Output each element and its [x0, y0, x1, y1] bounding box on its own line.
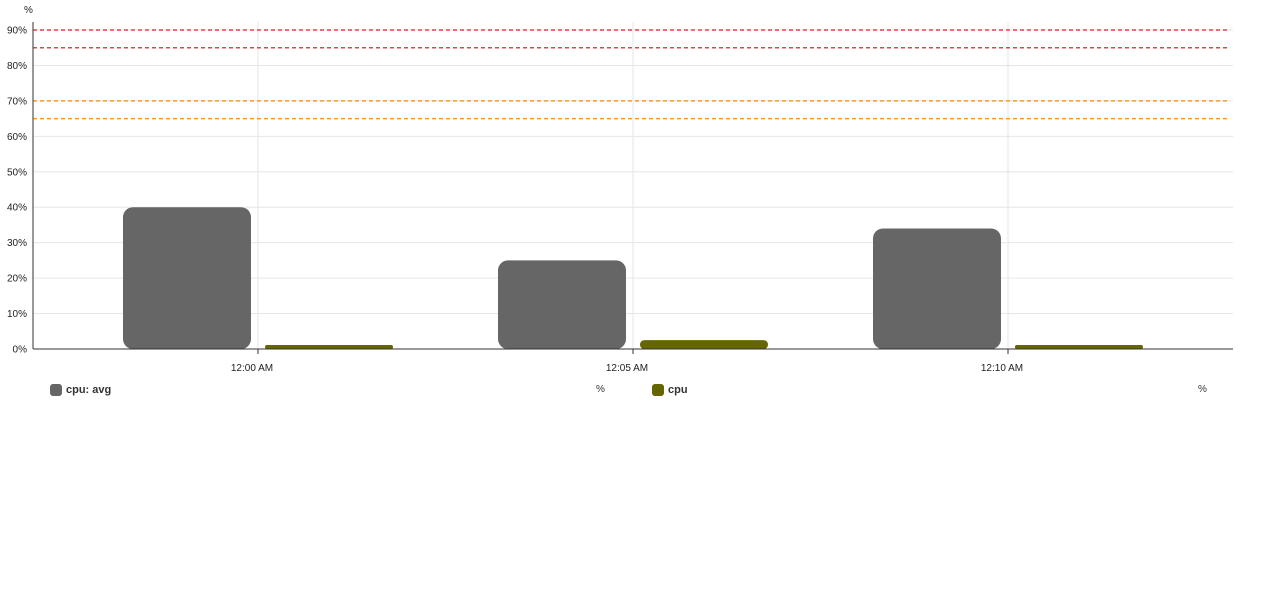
y-tick-label: 80%	[7, 61, 27, 72]
x-tick-label: 12:05 AM	[606, 363, 648, 374]
y-tick-label: 40%	[7, 203, 27, 214]
legend-label-cpu: cpu	[668, 384, 688, 396]
x-tick-label: 12:00 AM	[231, 363, 273, 374]
bar-cpu-avg	[498, 260, 626, 349]
legend-item-cpu-avg[interactable]: cpu: avg	[50, 382, 111, 398]
bar-cpu	[265, 345, 393, 349]
bar-cpu-avg	[873, 228, 1001, 349]
y-tick-label: 10%	[7, 309, 27, 320]
x-tick-label: 12:10 AM	[981, 363, 1023, 374]
threshold-lines	[33, 29, 1230, 120]
legend-label-cpu-avg: cpu: avg	[66, 384, 112, 396]
legend-swatch-cpu	[652, 384, 664, 396]
legend-unit-cpu-avg: %	[596, 384, 605, 395]
y-tick-label: 0%	[13, 345, 28, 356]
bar-cpu	[640, 340, 768, 349]
y-tick-label: 20%	[7, 274, 27, 285]
y-tick-label: 50%	[7, 167, 27, 178]
cpu-chart: % 0% 10% 20% 30% 40% 50% 60% 70% 80% 90% 12:00 AM 1…	[7, 5, 1233, 374]
y-tick-label: 30%	[7, 238, 27, 249]
y-tick-label: 70%	[7, 96, 27, 107]
legend-unit-cpu: %	[1198, 384, 1207, 395]
y-axis-unit-label: %	[24, 5, 33, 16]
legend-item-cpu[interactable]: cpu	[652, 382, 688, 398]
bar-cpu-avg	[123, 207, 251, 349]
y-tick-label: 60%	[7, 132, 27, 143]
legend-swatch-cpu-avg	[50, 384, 62, 396]
axes: 0% 10% 20% 30% 40% 50% 60% 70% 80% 90% 12:00 AM 12:…	[7, 22, 1233, 374]
bars	[123, 207, 1143, 349]
bar-cpu	[1015, 345, 1143, 349]
y-tick-label: 90%	[7, 26, 27, 37]
